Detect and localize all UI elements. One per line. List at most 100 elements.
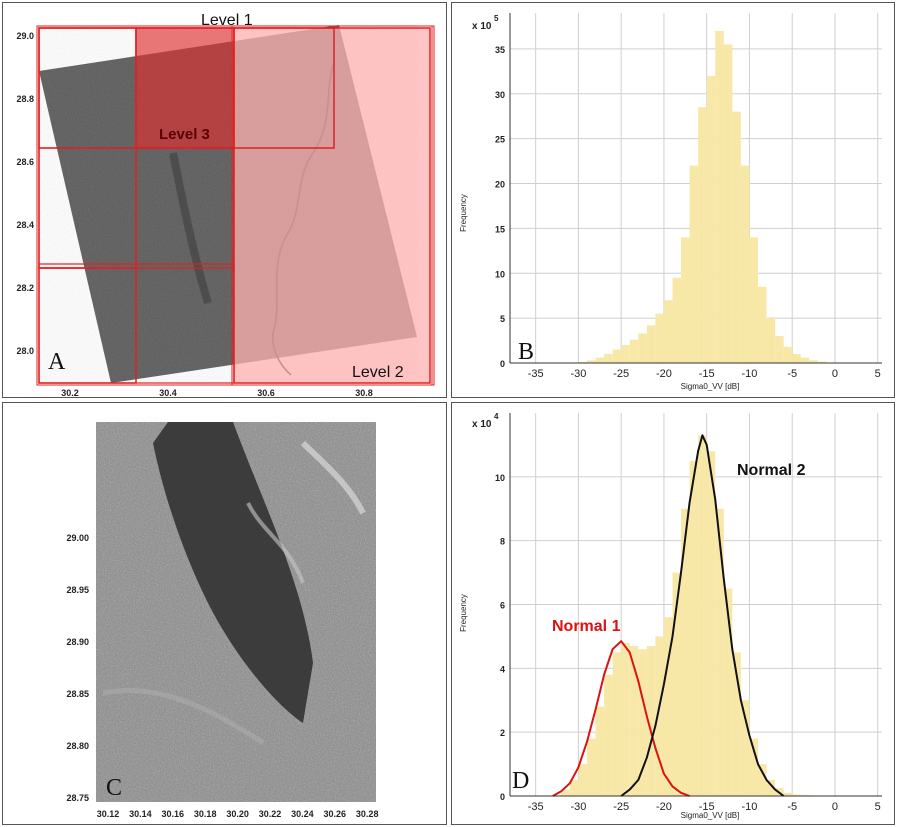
x-tick-label: -10 bbox=[741, 368, 757, 380]
y-tick-label: 0 bbox=[500, 792, 505, 802]
x-tick-label: 30.28 bbox=[356, 809, 379, 819]
histogram-bar bbox=[740, 700, 750, 796]
histogram-bar bbox=[672, 572, 682, 796]
histogram-bar bbox=[800, 357, 810, 363]
x-axis-label: Sigma0_VV [dB] bbox=[681, 811, 740, 820]
histogram-bar bbox=[792, 354, 801, 363]
map-a: 28.0 28.2 28.4 28.6 28.8 29.0 30.2 30.4 30.6 30.… bbox=[16, 12, 435, 397]
histogram-bar bbox=[578, 764, 587, 796]
x-tick-label: -5 bbox=[787, 801, 797, 813]
histogram-bar bbox=[629, 339, 639, 363]
y-tick-label: 29.00 bbox=[66, 533, 89, 543]
y-tick-label: 29.0 bbox=[16, 31, 34, 41]
y-tick-label: 28.95 bbox=[66, 585, 89, 595]
histogram-bar bbox=[698, 435, 707, 796]
histogram-bar bbox=[646, 645, 656, 796]
y-multiplier-exp: 4 bbox=[494, 412, 499, 421]
histogram-bar bbox=[732, 652, 741, 796]
histogram-d: -35 -30 -25 -20 -15 -10 -5 0 5 0 2 4 6 8 10 x 10 4 Fre… bbox=[459, 412, 882, 820]
y-tick-label: 28.75 bbox=[66, 793, 89, 803]
histogram-bar bbox=[783, 346, 793, 363]
panel-b: -35 -30 -25 -20 -15 -10 -5 0 5 0 5 10 15 20 25 30 35 x 1… bbox=[451, 2, 895, 398]
y-multiplier-base: x 10 bbox=[472, 419, 492, 430]
x-tick-label: 30.16 bbox=[162, 809, 185, 819]
histogram-bar bbox=[766, 780, 776, 796]
y-axis-label: Frequency bbox=[459, 594, 468, 632]
x-tick-label: 30.8 bbox=[355, 388, 373, 397]
panel-letter-b: B bbox=[518, 339, 534, 365]
histogram-bar bbox=[621, 642, 630, 796]
x-tick-label: 5 bbox=[875, 368, 881, 380]
histogram-bar bbox=[809, 360, 818, 363]
y-tick-label: 28.85 bbox=[66, 689, 89, 699]
panel-letter-d: D bbox=[512, 768, 529, 794]
y-tick-label: 28.8 bbox=[16, 94, 34, 104]
x-tick-label: -35 bbox=[528, 368, 544, 380]
x-tick-label: -35 bbox=[528, 801, 544, 813]
dark-region bbox=[153, 422, 313, 723]
bright-ridge bbox=[300, 440, 366, 515]
histogram-bar bbox=[723, 588, 733, 796]
histogram-bar bbox=[817, 361, 827, 363]
y-tick-label: 30 bbox=[495, 90, 505, 100]
histogram-bar bbox=[561, 789, 570, 796]
x-tick-label: -15 bbox=[699, 801, 715, 813]
histogram-bar bbox=[783, 792, 793, 796]
histogram-bar bbox=[758, 764, 767, 796]
y-tick-label: 5 bbox=[500, 314, 505, 324]
histogram-bar bbox=[732, 111, 741, 363]
x-tick-label: -30 bbox=[570, 368, 586, 380]
histogram-bar bbox=[681, 508, 690, 796]
histogram-bar bbox=[749, 738, 758, 796]
y-tick-label: 15 bbox=[495, 224, 505, 234]
histogram-bar bbox=[604, 674, 613, 796]
histogram-bar bbox=[621, 345, 630, 363]
y-tick-label: 28.80 bbox=[66, 741, 89, 751]
x-tick-label: -25 bbox=[613, 801, 629, 813]
histogram-bar bbox=[740, 165, 750, 363]
x-tick-label: 5 bbox=[875, 801, 881, 813]
y-tick-label: 28.2 bbox=[16, 283, 34, 293]
y-tick-label: 10 bbox=[495, 473, 505, 483]
legend-normal-2: Normal 2 bbox=[737, 462, 806, 479]
histogram-bar bbox=[706, 75, 716, 364]
annotation-level-1: Level 1 bbox=[201, 12, 253, 29]
annotation-level-2: Level 2 bbox=[352, 364, 404, 381]
y-tick-label: 28.4 bbox=[16, 220, 34, 230]
dark-streak bbox=[169, 152, 212, 305]
x-tick-label: -5 bbox=[787, 368, 797, 380]
x-tick-label: 30.6 bbox=[257, 388, 275, 397]
y-tick-label: 35 bbox=[495, 45, 505, 55]
normal-1-curve bbox=[552, 640, 690, 797]
histogram-bar bbox=[646, 325, 656, 363]
y-tick-label: 0 bbox=[500, 359, 505, 369]
y-tick-label: 8 bbox=[500, 537, 505, 547]
panel-c: 28.75 28.80 28.85 28.90 28.95 29.00 30.12 30.1… bbox=[2, 402, 447, 825]
x-tick-label: 30.18 bbox=[194, 809, 217, 819]
histogram-bar bbox=[723, 44, 733, 364]
y-tick-label: 2 bbox=[500, 728, 505, 738]
histogram-bar bbox=[681, 237, 690, 363]
y-tick-label: 28.0 bbox=[16, 346, 34, 356]
level-1-box bbox=[135, 27, 235, 149]
x-tick-label: -10 bbox=[741, 801, 757, 813]
histogram-bar bbox=[663, 617, 673, 796]
annotation-level-3: Level 3 bbox=[159, 126, 210, 143]
histogram-bar bbox=[715, 30, 724, 363]
histogram-bar bbox=[586, 360, 596, 363]
x-tick-label: 30.22 bbox=[259, 809, 282, 819]
histogram-bar bbox=[612, 652, 622, 796]
histogram-bar bbox=[689, 165, 699, 363]
histogram-bar bbox=[655, 636, 664, 796]
x-tick-label: 30.24 bbox=[291, 809, 314, 819]
histogram-bar bbox=[715, 508, 724, 796]
histogram-bar bbox=[792, 794, 801, 796]
histogram-bar bbox=[569, 780, 579, 796]
y-axis-label: Frequency bbox=[459, 194, 468, 232]
x-axis-label: Sigma0_VV [dB] bbox=[681, 382, 740, 391]
histogram-bar bbox=[595, 706, 605, 796]
histogram-b: -35 -30 -25 -20 -15 -10 -5 0 5 0 5 10 15 20 25 30 35 x 1… bbox=[459, 13, 882, 391]
y-tick-label: 28.90 bbox=[66, 637, 89, 647]
y-tick-label: 28.6 bbox=[16, 157, 34, 167]
histogram-bar bbox=[663, 300, 673, 363]
